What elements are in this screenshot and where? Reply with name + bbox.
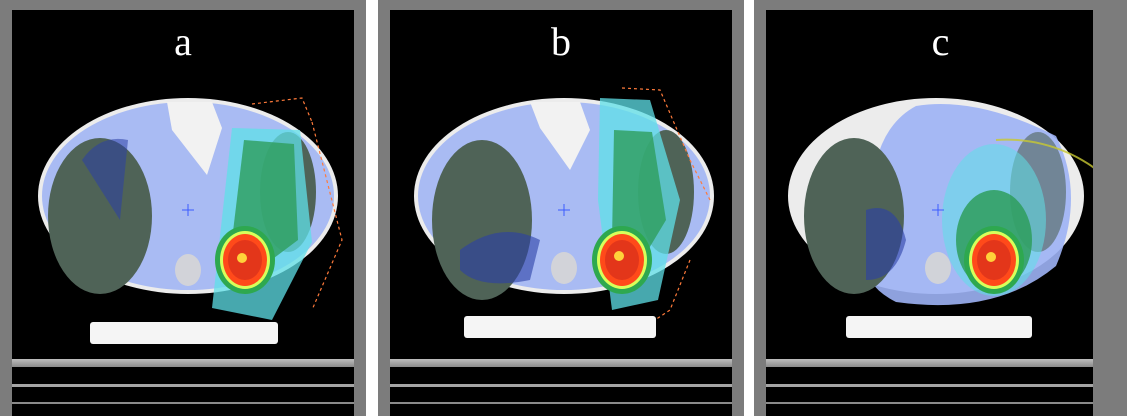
couch-rail [766, 384, 1093, 387]
panel-b-ct-scan [414, 87, 714, 338]
couch-rail [12, 402, 354, 404]
couch-rail [12, 384, 354, 387]
panel-label: b [551, 19, 571, 64]
panel-label: a [174, 19, 192, 64]
couch-rail [390, 384, 732, 387]
panel-label: c [931, 19, 950, 64]
panel-a-ct-scan [38, 97, 343, 344]
panel-b-image [390, 10, 732, 416]
panel-a-image [12, 10, 354, 416]
panel-c-image [766, 10, 1093, 416]
couch-rail [766, 359, 1093, 367]
panel-c: c [754, 0, 1127, 416]
panel-b: b [378, 0, 744, 416]
panel-c-ct-scan [788, 98, 1093, 338]
couch-rail [390, 359, 732, 367]
couch-rail [766, 402, 1093, 404]
panel-a: a [0, 0, 366, 416]
couch-rail [390, 402, 732, 404]
couch-rail [12, 359, 354, 367]
